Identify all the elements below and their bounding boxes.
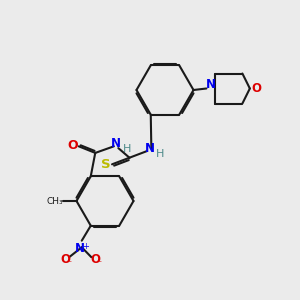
Text: +: + <box>82 242 89 250</box>
Text: H: H <box>123 144 131 154</box>
Text: S: S <box>101 158 111 171</box>
Text: H: H <box>156 148 164 158</box>
Text: O: O <box>251 82 261 95</box>
Text: O: O <box>90 253 100 266</box>
Text: N: N <box>206 78 216 92</box>
Text: CH₃: CH₃ <box>46 196 63 206</box>
Text: O: O <box>61 253 70 266</box>
Text: ⁻: ⁻ <box>96 260 101 270</box>
Text: N: N <box>111 137 121 150</box>
Text: N: N <box>75 242 85 255</box>
Text: ⁻: ⁻ <box>67 260 72 270</box>
Text: O: O <box>68 139 78 152</box>
Text: N: N <box>145 142 155 154</box>
